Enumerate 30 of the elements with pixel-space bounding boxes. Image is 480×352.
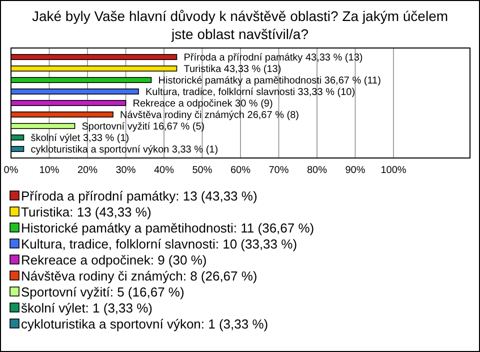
x-tick-label: 90% xyxy=(345,165,366,176)
data-label: školní výlet 3,33 % (1) xyxy=(30,132,130,144)
x-tick-label: 100% xyxy=(380,165,406,176)
x-tick-label: 60% xyxy=(230,165,251,176)
legend-label: cykloturistika a sportovní výkon: 1 (3,33 %) xyxy=(21,316,268,332)
data-label: Turistika 43,33 % (13) xyxy=(184,64,282,76)
data-label: Historické památky a pamětihodnosti 36,67 % (11) xyxy=(158,76,381,87)
legend-label: Turistika: 13 (43,33 %) xyxy=(21,204,152,220)
x-tick-label: 80% xyxy=(306,165,328,176)
x-tick-label: 10% xyxy=(39,165,60,176)
data-label: Příroda a přírodní památky 43,33 % (13) xyxy=(184,52,363,64)
chart-title: Jaké byly Vaše hlavní důvody k návštěvě oblasti? Za jakým účelem jste oblast navštívil/a? xyxy=(32,8,448,42)
x-tick-label: 0% xyxy=(4,165,18,176)
x-tick-label: 40% xyxy=(154,165,174,176)
legend-label: Rekreace a odpočinek: 9 (30 %) xyxy=(21,252,207,268)
data-label: Rekreace a odpočinek 30 % (9) xyxy=(132,98,273,110)
data-label: Kultura, tradice, folklorní slavnosti 33,33 % (10) xyxy=(145,87,356,98)
legend-label: Sportovní vyžití: 5 (16,67 %) xyxy=(21,284,184,300)
legend-label: Kultura, tradice, folklorní slavnosti: 10 (33,33 %) xyxy=(21,236,298,252)
data-label: Sportovní vyžití 16,67 % (5) xyxy=(82,121,205,132)
legend-label: Historické památky a pamětihodnosti: 11 (36,67 %) xyxy=(21,220,314,236)
x-tick-label: 50% xyxy=(192,165,212,176)
x-tick-label: 70% xyxy=(268,165,289,176)
x-tick-label: 30% xyxy=(116,165,136,176)
legend-label: Příroda a přírodní památky: 13 (43,33 %) xyxy=(21,188,258,204)
x-tick-label: 20% xyxy=(77,165,98,176)
data-label: Návštěva rodiny či známých 26,67 % (8) xyxy=(120,110,299,121)
data-label: cykloturistika a sportovní výkon 3,33 % (1) xyxy=(30,144,218,156)
legend-label: školní výlet: 1 (3,33 %) xyxy=(21,300,152,316)
legend-label: Návštěva rodiny či známých: 8 (26,67 %) xyxy=(21,268,258,284)
